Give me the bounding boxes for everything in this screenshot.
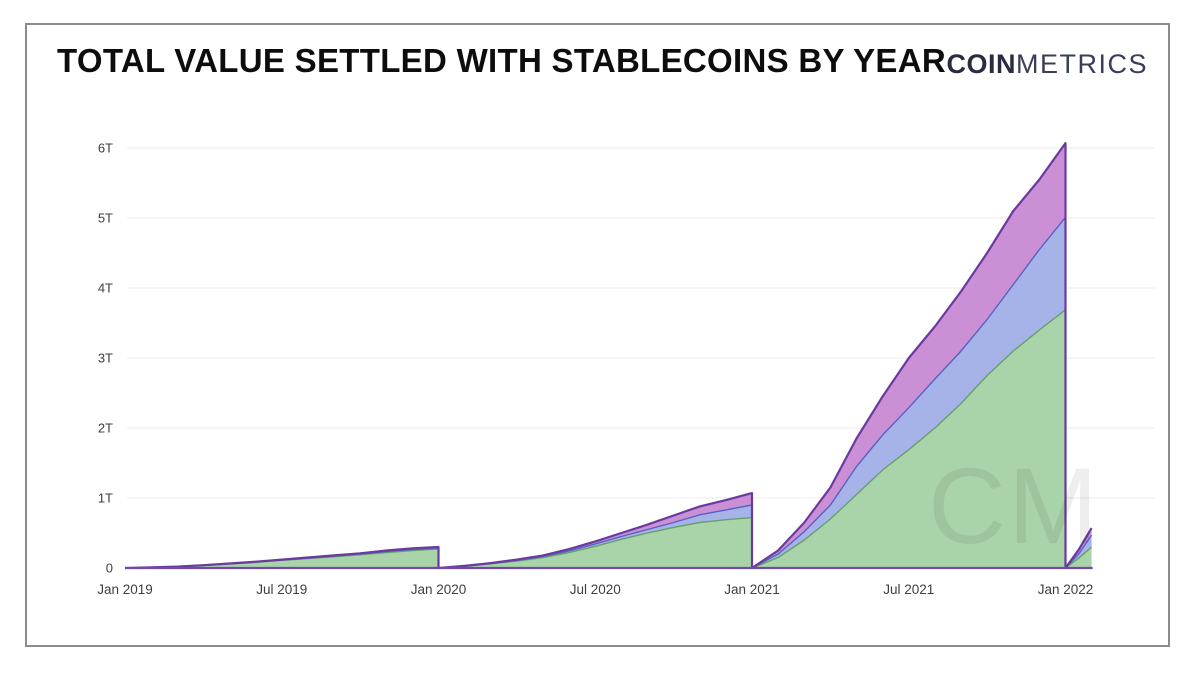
logo-metrics: METRICS: [1016, 49, 1148, 79]
coinmetrics-logo: COINMETRICS: [947, 49, 1149, 80]
logo-coin: COIN: [946, 49, 1016, 79]
chart-card: TOTAL VALUE SETTLED WITH STABLECOINS BY …: [25, 23, 1170, 647]
chart-title: TOTAL VALUE SETTLED WITH STABLECOINS BY …: [57, 42, 946, 79]
